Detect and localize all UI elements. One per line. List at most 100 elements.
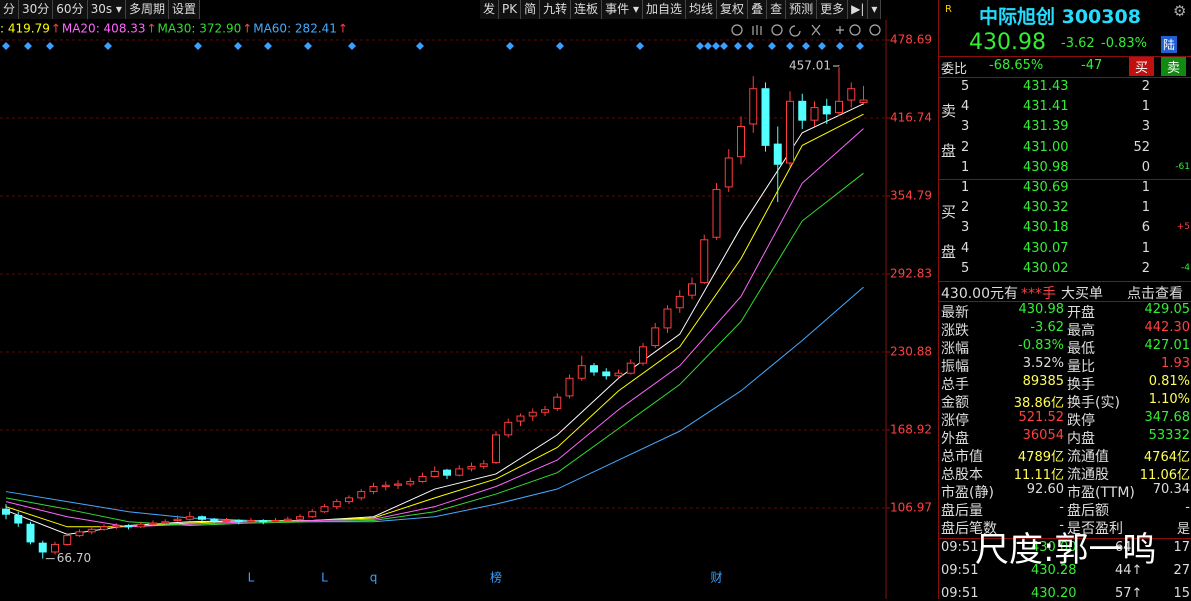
stat-label: 跌停: [1067, 413, 1095, 429]
ma-legend: MA20: 408.33: [62, 22, 146, 36]
toolbar-button[interactable]: 九转: [540, 0, 572, 19]
stat-value: 1.10%: [1148, 392, 1190, 407]
stat-label: 盘后笔数: [941, 521, 997, 537]
stat-value: 4764亿: [1143, 450, 1190, 465]
stat-label: 换手: [1067, 377, 1095, 393]
toolbar-button[interactable]: 发: [480, 0, 500, 19]
signal-markers: [2, 42, 864, 50]
candle-body: [847, 88, 856, 101]
divider: [939, 56, 1191, 57]
candle-body: [675, 295, 684, 309]
candle-body: [786, 100, 794, 164]
level-price: 430.18: [1023, 220, 1069, 236]
toolbar-button[interactable]: 设置: [168, 0, 200, 19]
y-tick-label: 168.92: [890, 422, 932, 436]
stat-value: 53332: [1148, 428, 1190, 443]
candle-body: [553, 396, 562, 409]
candle-body: [835, 100, 843, 114]
big-order-hands: ***手: [1021, 286, 1056, 302]
stat-label: 流通值: [1067, 449, 1109, 465]
candle-body: [149, 522, 157, 525]
candle-body: [541, 409, 549, 413]
toolbar-button[interactable]: 更多: [817, 0, 849, 19]
candle-body: [859, 99, 868, 104]
chart-tools: [731, 24, 881, 37]
toolbar-button[interactable]: ▾: [868, 0, 882, 19]
toolbar-button[interactable]: PK: [499, 0, 522, 19]
candle-body: [467, 465, 476, 470]
toolbar-button[interactable]: 预测: [786, 0, 818, 19]
signal-marker: [712, 42, 720, 50]
ma-legend: : 419.79: [0, 22, 50, 36]
big-order-link[interactable]: 点击查看: [1127, 286, 1183, 302]
toolbar-button[interactable]: 复权: [717, 0, 749, 19]
toolbar-button[interactable]: 叠: [748, 0, 768, 19]
toolbar-button[interactable]: 多周期: [125, 0, 169, 19]
level-price: 431.39: [1023, 119, 1069, 135]
stat-value: 3.52%: [1022, 356, 1064, 371]
toolbar-button[interactable]: 连板: [571, 0, 603, 19]
signal-marker: [636, 42, 644, 50]
candle-body: [773, 143, 782, 165]
toolbar-button[interactable]: 均线: [686, 0, 718, 19]
candle-body: [271, 520, 280, 523]
big-order-type: 大买单: [1061, 286, 1103, 302]
level-volume: 3: [1141, 119, 1150, 135]
toolbar-button[interactable]: 加自选: [643, 0, 687, 19]
candle-body: [234, 520, 243, 523]
stat-label: 总手: [941, 377, 969, 393]
candle-body: [761, 88, 770, 146]
buy-button[interactable]: 买: [1129, 57, 1155, 76]
toolbar-button[interactable]: 查: [767, 0, 787, 19]
level-volume: 1: [1141, 99, 1150, 115]
candle-body: [100, 526, 108, 530]
divider: [939, 301, 1191, 302]
stat-value: 38.86亿: [1013, 396, 1064, 411]
badge: R: [945, 4, 952, 15]
ma-line: [5, 286, 864, 523]
price: 430.98: [969, 30, 1046, 55]
candle-body: [798, 100, 807, 121]
stat-label: 总市值: [941, 449, 983, 465]
candle-body: [198, 516, 206, 520]
level: 5: [961, 260, 970, 276]
candle-body: [492, 434, 500, 464]
candle-body: [345, 497, 353, 503]
candle-body: [822, 105, 831, 115]
level: 4: [961, 99, 970, 115]
event-marker: L: [248, 571, 255, 585]
signal-marker: [696, 42, 704, 50]
candle-body: [332, 501, 341, 508]
settings-icon: ⚙: [1173, 2, 1187, 20]
toolbar-button[interactable]: 60分: [53, 0, 88, 19]
toolbar-button[interactable]: 事件 ▾: [602, 0, 644, 19]
toolbar-button[interactable]: 分: [0, 0, 20, 19]
toolbar-button[interactable]: 30分: [19, 0, 54, 19]
y-tick-label: 478.69: [890, 33, 932, 47]
stat-label: 是否盈利: [1067, 521, 1123, 537]
level: 1: [961, 159, 970, 175]
candle-body: [320, 506, 329, 513]
candle-body: [577, 365, 586, 379]
toolbar-button[interactable]: 简: [521, 0, 541, 19]
sell-button[interactable]: 卖: [1161, 57, 1187, 76]
candle-body: [663, 308, 672, 329]
candle-body: [283, 518, 292, 522]
ma-line: [5, 128, 864, 528]
trade-cell: 27: [1173, 563, 1190, 578]
candle-body: [528, 411, 537, 417]
toolbar-button[interactable]: ▶|: [848, 0, 869, 19]
level-volume: 0: [1141, 159, 1150, 175]
candle-body: [724, 157, 733, 188]
trade-cell: 09:51: [941, 586, 979, 601]
candle-body: [296, 516, 304, 520]
stat-value: 是: [1176, 522, 1190, 537]
y-tick-label: 416.74: [890, 111, 932, 125]
signal-marker: [416, 42, 424, 50]
divider: [939, 281, 1191, 282]
candle-body: [626, 362, 635, 374]
stat-value: 1.93: [1161, 356, 1190, 371]
stat-label: 涨停: [941, 413, 969, 429]
toolbar-button[interactable]: 30s ▾: [87, 0, 126, 19]
ma-legend-arrow: ↑: [338, 22, 348, 36]
